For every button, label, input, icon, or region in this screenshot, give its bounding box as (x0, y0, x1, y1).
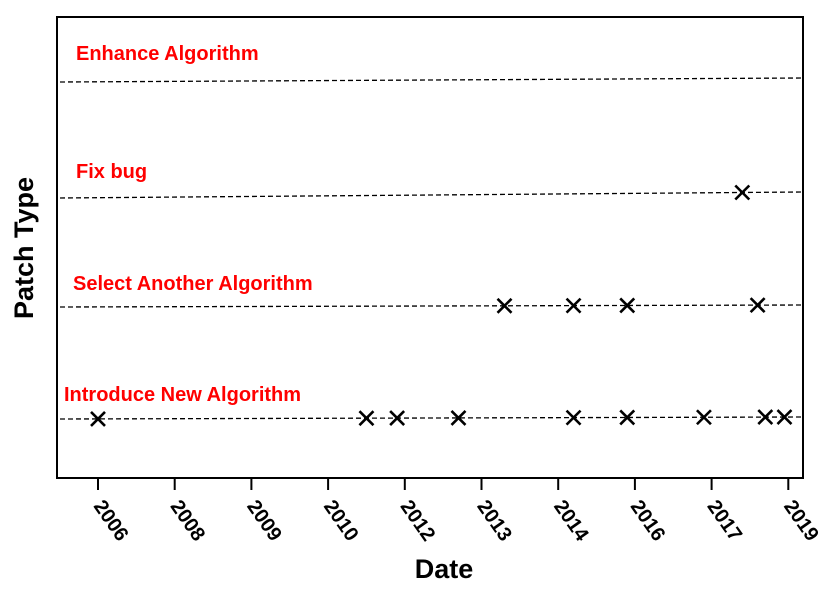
marker-introduce-new-algorithm-6 (696, 409, 712, 426)
marker-fix-bug-0 (734, 184, 751, 201)
category-label-introduce-new-algorithm: Introduce New Algorithm (64, 384, 301, 406)
x-tick-label-2012: 2012 (396, 496, 440, 545)
category-line-fix-bug (59, 191, 804, 199)
marker-introduce-new-algorithm-0 (90, 410, 106, 427)
category-line-introduce-new-algorithm (59, 416, 804, 420)
marker-select-another-algorithm-1 (565, 297, 582, 314)
marker-introduce-new-algorithm-7 (757, 409, 774, 426)
x-tick-label-2013: 2013 (472, 496, 516, 545)
x-tick-label-2009: 2009 (242, 496, 286, 545)
category-label-select-another-algorithm: Select Another Algorithm (73, 273, 313, 295)
x-axis-title: Date (415, 554, 474, 584)
category-lines: Enhance Algorithm Fix bug Select Another A… (59, 43, 804, 420)
marker-introduce-new-algorithm-4 (565, 409, 582, 426)
x-tick-label-2008: 2008 (166, 496, 210, 545)
marker-introduce-new-algorithm-2 (389, 410, 406, 427)
x-tick-label-2016: 2016 (626, 496, 670, 545)
category-label-enhance-algorithm: Enhance Algorithm (76, 43, 259, 65)
plot-frame (56, 16, 804, 479)
x-tick-label-2006: 2006 (89, 496, 133, 545)
marker-introduce-new-algorithm-1 (358, 410, 375, 427)
marker-select-another-algorithm-2 (619, 297, 636, 314)
category-label-fix-bug: Fix bug (76, 161, 147, 183)
x-tick-label-2014: 2014 (549, 496, 593, 546)
marker-select-another-algorithm-0 (496, 297, 513, 314)
x-tick-label-2010: 2010 (319, 496, 363, 545)
marker-introduce-new-algorithm-8 (776, 409, 793, 425)
category-line-select-another-algorithm (59, 304, 804, 308)
x-tick-label-2019: 2019 (779, 496, 823, 545)
category-line-enhance-algorithm (59, 77, 804, 83)
x-tick-label-2017: 2017 (703, 496, 747, 545)
x-axis-ticks: 2006 2008 2009 2010 2012 2013 2014 2016 2017 2019 (89, 478, 823, 546)
marker-introduce-new-algorithm-5 (619, 409, 636, 426)
data-markers (90, 184, 793, 427)
marker-introduce-new-algorithm-3 (450, 410, 467, 426)
y-axis-title: Patch Type (9, 177, 39, 319)
marker-select-another-algorithm-3 (749, 297, 766, 314)
